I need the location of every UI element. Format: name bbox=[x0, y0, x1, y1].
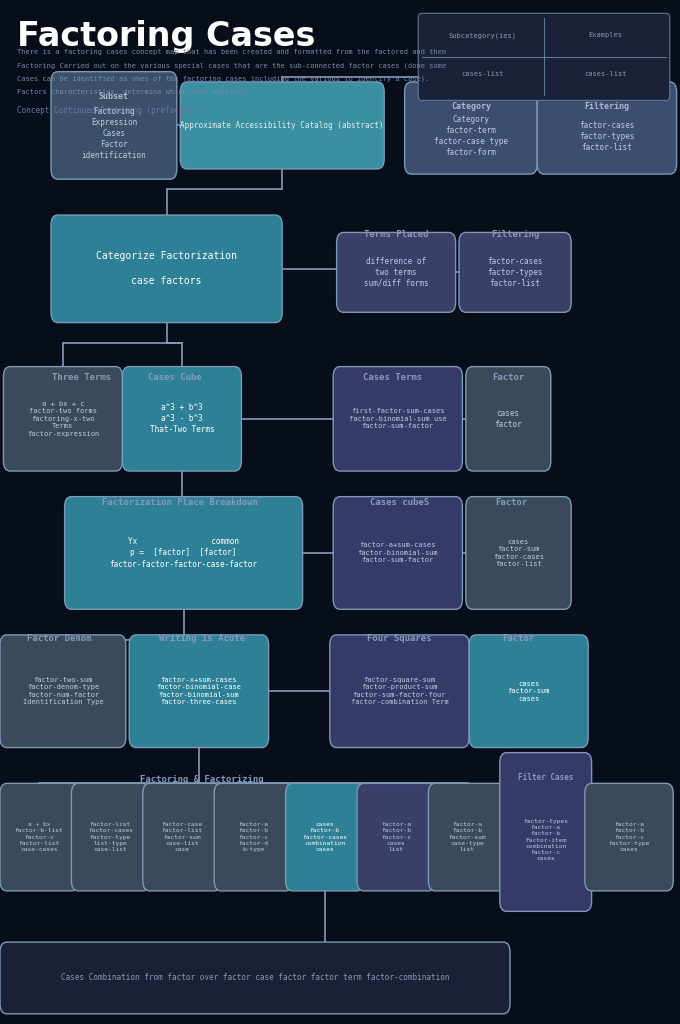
Text: factor-square-sum
factor-product-sum
factor-sum-factor-four
factor-combination T: factor-square-sum factor-product-sum fac… bbox=[351, 677, 448, 706]
FancyBboxPatch shape bbox=[405, 82, 537, 174]
FancyBboxPatch shape bbox=[143, 783, 221, 891]
FancyBboxPatch shape bbox=[3, 367, 122, 471]
Text: Three Terms: Three Terms bbox=[52, 374, 111, 382]
Text: factor-cases
factor-types
factor-list: factor-cases factor-types factor-list bbox=[488, 257, 543, 288]
Text: Factor Denom: Factor Denom bbox=[27, 635, 92, 643]
FancyBboxPatch shape bbox=[469, 635, 588, 748]
FancyBboxPatch shape bbox=[129, 635, 269, 748]
Text: Factor: Factor bbox=[496, 499, 528, 507]
FancyBboxPatch shape bbox=[537, 82, 677, 174]
Text: first-factor-sum-cases
factor-binomial-sum use
factor-sum-factor: first-factor-sum-cases factor-binomial-s… bbox=[349, 409, 447, 429]
FancyBboxPatch shape bbox=[459, 232, 571, 312]
Text: Cases Cube: Cases Cube bbox=[148, 374, 202, 382]
Text: Factoring Carried out on the various special cases that are the sub-connected fa: Factoring Carried out on the various spe… bbox=[17, 62, 446, 69]
Text: a + bx + c
factor-two forms
factoring-x-two
Terms
factor-expression: a + bx + c factor-two forms factoring-x-… bbox=[27, 400, 99, 437]
FancyBboxPatch shape bbox=[500, 753, 592, 911]
Text: Concept Continued Factoring (prefactor): Concept Continued Factoring (prefactor) bbox=[17, 106, 197, 116]
FancyBboxPatch shape bbox=[337, 232, 456, 312]
FancyBboxPatch shape bbox=[330, 635, 469, 748]
Text: Category: Category bbox=[451, 102, 491, 112]
Text: Factor: Factor bbox=[492, 374, 524, 382]
Text: Subset: Subset bbox=[99, 92, 129, 101]
FancyBboxPatch shape bbox=[466, 367, 551, 471]
FancyBboxPatch shape bbox=[71, 783, 150, 891]
Text: cases
factor: cases factor bbox=[494, 409, 522, 429]
Text: There is a factoring cases concept map that has been created and formatted from : There is a factoring cases concept map t… bbox=[17, 49, 446, 55]
FancyBboxPatch shape bbox=[180, 82, 384, 169]
FancyBboxPatch shape bbox=[51, 215, 282, 323]
FancyBboxPatch shape bbox=[466, 497, 571, 609]
FancyBboxPatch shape bbox=[428, 783, 507, 891]
Text: factor-a
factor-b
factor-c
factor-d
b-type: factor-a factor-b factor-c factor-d b-ty… bbox=[238, 822, 269, 852]
Text: Subcategory(ies): Subcategory(ies) bbox=[449, 32, 517, 39]
Text: factor-x+sum-cases
factor-binomial-case
factor-binomial-sum
factor-three-cases: factor-x+sum-cases factor-binomial-case … bbox=[156, 677, 241, 706]
Text: Cases Combination from factor over factor case factor factor term factor-combina: Cases Combination from factor over facto… bbox=[61, 974, 449, 982]
FancyBboxPatch shape bbox=[122, 367, 241, 471]
Text: Filtering: Filtering bbox=[584, 102, 630, 112]
Text: factor-a+sum-cases
factor-binomial-sum
factor-sum-factor: factor-a+sum-cases factor-binomial-sum f… bbox=[358, 543, 438, 563]
Text: Categorize Factorization

case factors: Categorize Factorization case factors bbox=[96, 252, 237, 286]
Text: Cases can be identified as ones of the factoring cases including the various to : Cases can be identified as ones of the f… bbox=[17, 76, 429, 82]
FancyBboxPatch shape bbox=[65, 497, 303, 609]
Text: factor-case
factor-list
factor-sum
case-list
case: factor-case factor-list factor-sum case-… bbox=[161, 822, 203, 852]
Text: factor-a
factor-b
factor-sum
case-type
list: factor-a factor-b factor-sum case-type l… bbox=[449, 822, 486, 852]
Text: Examples: Examples bbox=[588, 33, 622, 38]
Text: Cases cubeS: Cases cubeS bbox=[370, 499, 429, 507]
FancyBboxPatch shape bbox=[286, 783, 364, 891]
Text: difference of
two terms
sum/diff forms: difference of two terms sum/diff forms bbox=[364, 257, 428, 288]
Text: cases-list: cases-list bbox=[462, 72, 504, 78]
Text: Factor: Factor bbox=[503, 635, 534, 643]
Text: cases
factor-b
factor-cases
combination
cases: cases factor-b factor-cases combination … bbox=[302, 822, 347, 852]
Text: Filtering: Filtering bbox=[491, 230, 539, 239]
Text: factor-a
factor-b
factor-c
cases
list: factor-a factor-b factor-c cases list bbox=[381, 822, 411, 852]
Text: Cases Terms: Cases Terms bbox=[363, 374, 422, 382]
Text: factor-types
factor-a
factor-b
Factor-item
combination
factor-c
cases: factor-types factor-a factor-b Factor-it… bbox=[523, 819, 568, 861]
Text: Factors characteristics, determine which case applies.: Factors characteristics, determine which… bbox=[17, 89, 246, 95]
Text: Four Squares: Four Squares bbox=[367, 635, 432, 643]
Text: cases
factor-sum
cases: cases factor-sum cases bbox=[507, 681, 550, 701]
FancyBboxPatch shape bbox=[214, 783, 292, 891]
Text: Yx                common
p =  [factor]  [factor]
factor-factor-factor-case-facto: Yx common p = [factor] [factor] factor-f… bbox=[109, 538, 258, 568]
Text: Factoring
Expression
Cases
Factor
identification: Factoring Expression Cases Factor identi… bbox=[82, 106, 146, 161]
Text: cases
factor-sum
factor-cases
factor-list: cases factor-sum factor-cases factor-lis… bbox=[493, 539, 544, 567]
Text: Factoring & Factorizing: Factoring & Factorizing bbox=[141, 775, 264, 783]
Text: Category
factor-term
factor-case type
factor-form: Category factor-term factor-case type fa… bbox=[434, 115, 508, 158]
FancyBboxPatch shape bbox=[0, 635, 126, 748]
Text: Approximate Accessibility Catalog (abstract): Approximate Accessibility Catalog (abstr… bbox=[180, 121, 384, 130]
Text: factor-list
factor-cases
factor-type
list-type
case-list: factor-list factor-cases factor-type lis… bbox=[88, 822, 133, 852]
FancyBboxPatch shape bbox=[357, 783, 435, 891]
Text: Factorization Place Breakdown: Factorization Place Breakdown bbox=[102, 499, 258, 507]
FancyBboxPatch shape bbox=[418, 13, 670, 100]
Text: a + bx
factor-b-list
factor-c
factor-list
case-cases: a + bx factor-b-list factor-c factor-lis… bbox=[15, 822, 63, 852]
Text: cases-list: cases-list bbox=[584, 72, 626, 78]
Text: Filter Cases: Filter Cases bbox=[518, 773, 573, 782]
FancyBboxPatch shape bbox=[51, 72, 177, 179]
FancyBboxPatch shape bbox=[0, 942, 510, 1014]
Text: a^3 + b^3
a^3 - b^3
That-Two Terms: a^3 + b^3 a^3 - b^3 That-Two Terms bbox=[150, 403, 214, 434]
Text: Writing is Acute: Writing is Acute bbox=[159, 635, 245, 643]
FancyBboxPatch shape bbox=[333, 367, 462, 471]
Text: Factoring Cases: Factoring Cases bbox=[17, 20, 316, 53]
Text: factor-a
factor-b
factor-c
factor-type
cases: factor-a factor-b factor-c factor-type c… bbox=[609, 822, 649, 852]
Text: factor-cases
factor-types
factor-list: factor-cases factor-types factor-list bbox=[579, 121, 634, 152]
Text: Terms Placed: Terms Placed bbox=[364, 230, 428, 239]
Text: factor-two-sum
factor-denom-type
factor-num-factor
Identification Type: factor-two-sum factor-denom-type factor-… bbox=[22, 677, 103, 706]
FancyBboxPatch shape bbox=[333, 497, 462, 609]
FancyBboxPatch shape bbox=[0, 783, 78, 891]
FancyBboxPatch shape bbox=[585, 783, 673, 891]
